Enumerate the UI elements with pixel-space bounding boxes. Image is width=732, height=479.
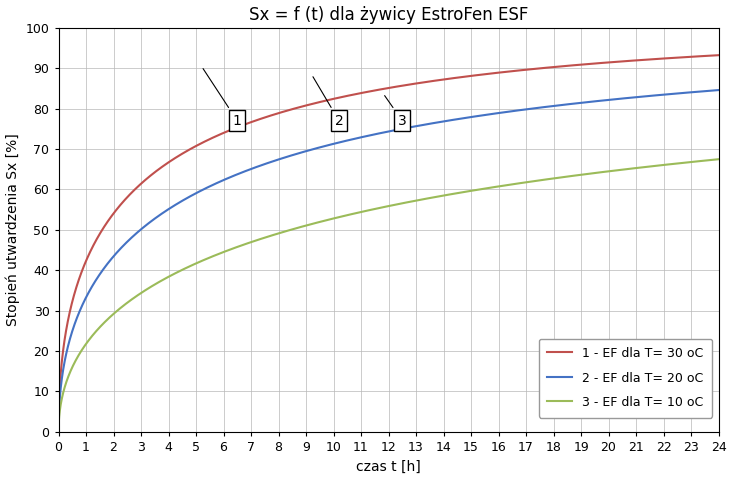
Text: 3: 3 [384,96,407,128]
Text: 2: 2 [313,77,343,128]
Legend: 1 - EF dla T= 30 oC, 2 - EF dla T= 20 oC, 3 - EF dla T= 10 oC: 1 - EF dla T= 30 oC, 2 - EF dla T= 20 oC… [539,339,712,418]
Y-axis label: Stopień utwardzenia Sx [%]: Stopień utwardzenia Sx [%] [6,134,20,326]
Title: Sx = f (t) dla żywicy EstroFen ESF: Sx = f (t) dla żywicy EstroFen ESF [249,6,529,23]
Text: 1: 1 [203,68,242,128]
X-axis label: czas t [h]: czas t [h] [356,459,421,473]
